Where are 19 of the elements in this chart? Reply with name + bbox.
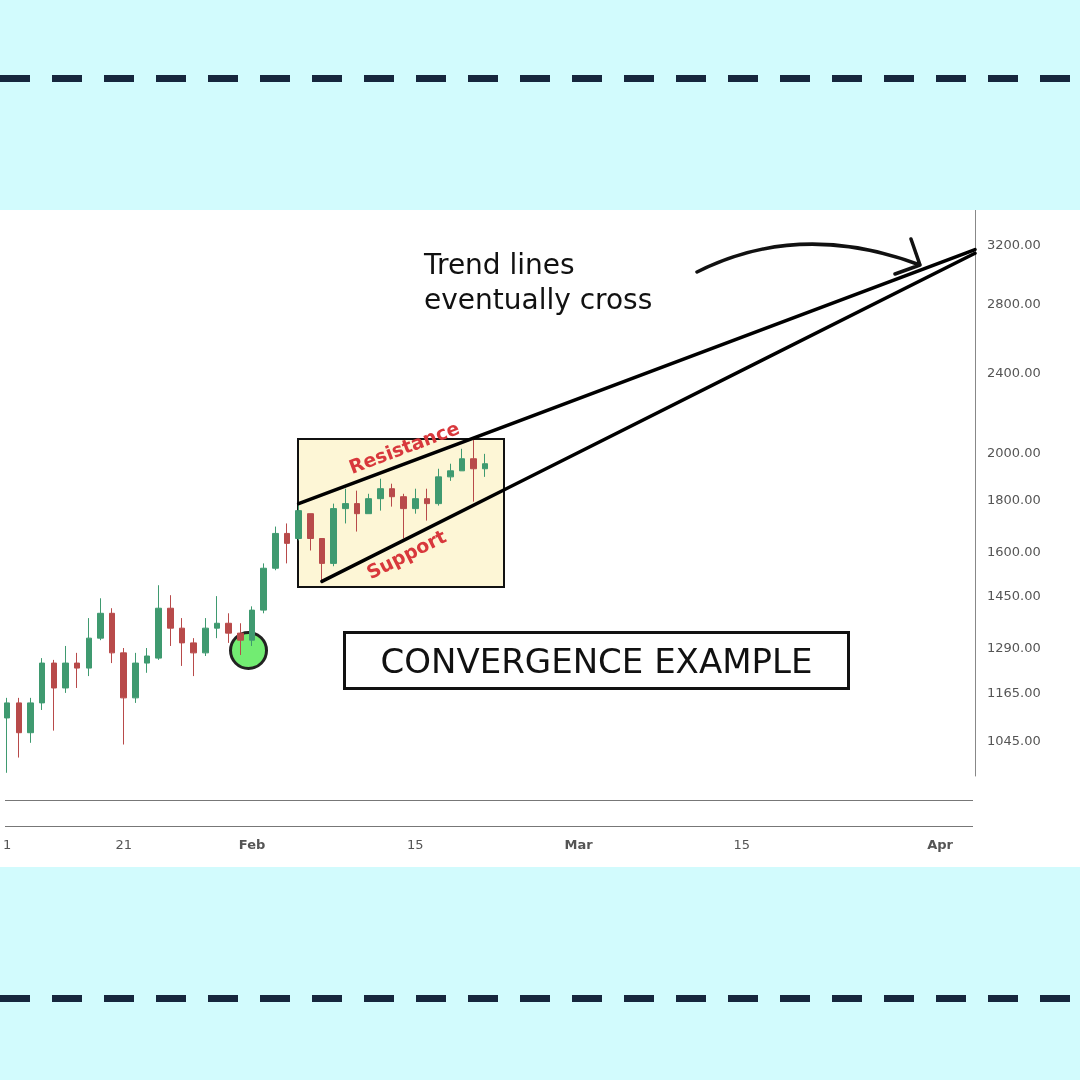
x-tick-label: 15 (407, 837, 424, 852)
y-tick-label: 2000.00 (987, 445, 1041, 461)
y-tick-label: 1800.00 (987, 492, 1041, 508)
text: CONVERGENCE EXAMPLE (343, 631, 850, 690)
x-tick-label: 1 (2, 837, 12, 852)
x-tick-label: 15 (733, 837, 751, 852)
y-tick-label: 1600.00 (987, 544, 1041, 560)
y-tick-label: 3200.00 (987, 237, 1041, 253)
x-tick-label: Apr (927, 837, 954, 852)
y-tick-label: 2400.00 (987, 364, 1041, 380)
y-tick-label: 1290.00 (987, 639, 1041, 655)
y-tick-label: 1045.00 (987, 733, 1041, 749)
y-tick-label: 1165.00 (987, 685, 1041, 701)
y-tick-label: 1450.00 (987, 588, 1041, 604)
x-tick-label: Feb (238, 837, 266, 852)
annotation: Trend lines eventually cross (424, 247, 654, 317)
x-tick-label: 21 (115, 837, 133, 852)
x-tick-label: Mar (564, 837, 594, 852)
y-tick-label: 2800.00 (987, 296, 1041, 312)
